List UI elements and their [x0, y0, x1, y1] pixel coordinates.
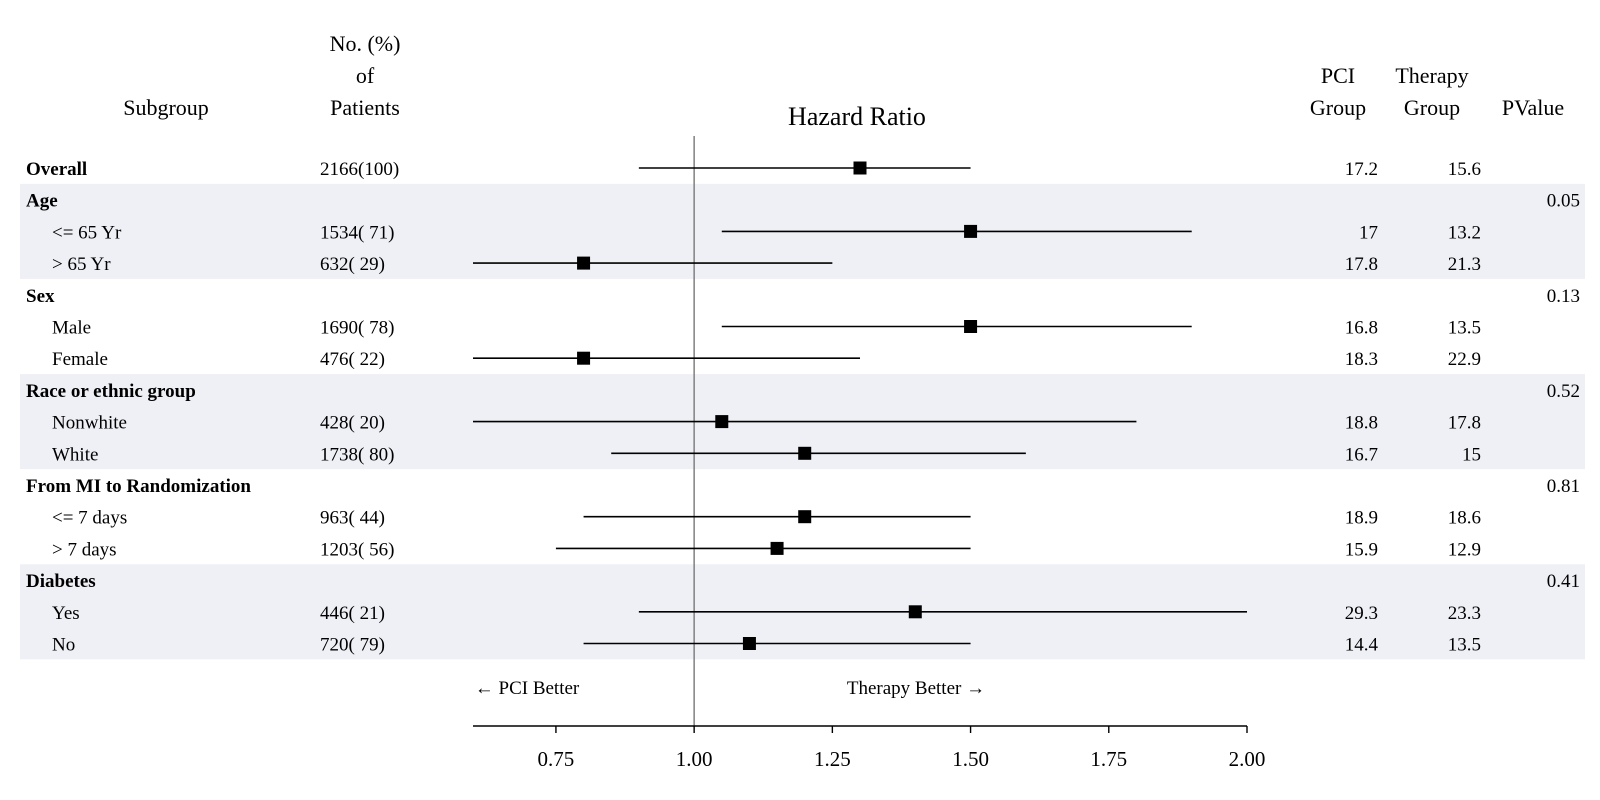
patients-value: 1534( 71) [320, 222, 394, 243]
hazard-ratio-marker [964, 320, 978, 333]
group-label: Age [26, 191, 58, 212]
pci-header-line2: Group [1310, 95, 1366, 120]
subgroup-label: Male [52, 318, 91, 339]
therapy-value: 18.6 [1448, 508, 1481, 529]
hazard-ratio-marker [798, 446, 812, 460]
hazard-ratio-marker [742, 637, 756, 650]
group-label: Diabetes [26, 571, 96, 592]
pvalue-header: PValue [1502, 95, 1564, 120]
therapy-value: 21.3 [1448, 254, 1481, 275]
subgroup-label: Nonwhite [52, 413, 127, 434]
chart-title: Hazard Ratio [788, 102, 926, 131]
patients-value: 963( 44) [320, 508, 385, 529]
pci-value: 16.7 [1345, 444, 1378, 465]
therapy-header-line2: Group [1404, 95, 1460, 120]
tick-label: 1.25 [814, 747, 851, 771]
patients-value: 446( 21) [320, 603, 385, 624]
tick-label: 1.50 [952, 747, 989, 771]
subgroup-label: <= 65 Yr [52, 222, 122, 243]
patients-header-line2: of [356, 63, 375, 88]
patients-header-line1: No. (%) [330, 31, 401, 56]
pvalue-value: 0.13 [1547, 286, 1580, 307]
pvalue-value: 0.81 [1547, 476, 1580, 497]
subgroup-label: No [52, 635, 75, 656]
therapy-value: 15 [1462, 444, 1481, 465]
hazard-ratio-marker [964, 224, 978, 238]
therapy-value: 23.3 [1448, 603, 1481, 624]
pci-value: 18.8 [1345, 413, 1378, 434]
therapy-value: 13.5 [1448, 635, 1481, 656]
patients-value: 1203( 56) [320, 539, 394, 560]
hazard-ratio-marker [577, 256, 591, 270]
pvalue-value: 0.41 [1547, 571, 1580, 592]
therapy-value: 13.2 [1448, 222, 1481, 243]
patients-value: 720( 79) [320, 635, 385, 656]
tick-label: 2.00 [1229, 747, 1266, 771]
x-axis: 0.75 1.00 1.25 1.50 1.75 2.00 [473, 725, 1266, 771]
patients-value: 632( 29) [320, 254, 385, 275]
therapy-value: 13.5 [1448, 318, 1481, 339]
tick-label: 1.75 [1090, 747, 1127, 771]
subgroup-label: Female [52, 349, 108, 370]
group-label: Sex [26, 286, 55, 307]
pci-value: 18.9 [1345, 508, 1378, 529]
table-rows: Overall 2166(100) 17.2 15.6 Age 0.05 <= 65 Yr 1… [26, 159, 1580, 656]
tick-label: 0.75 [538, 747, 575, 771]
group-label: Overall [26, 159, 87, 180]
pci-value: 29.3 [1345, 603, 1378, 624]
hazard-ratio-marker [770, 541, 784, 555]
pci-value: 17.8 [1345, 254, 1378, 275]
pci-value: 17 [1359, 222, 1378, 243]
hazard-ratio-marker [798, 510, 812, 524]
tick-label: 1.00 [676, 747, 713, 771]
subgroup-label: Yes [52, 603, 80, 624]
therapy-header-line1: Therapy [1395, 63, 1468, 88]
pci-value: 16.8 [1345, 318, 1378, 339]
therapy-value: 12.9 [1448, 539, 1481, 560]
pci-value: 14.4 [1345, 635, 1379, 656]
pci-value: 18.3 [1345, 349, 1378, 370]
patients-value: 2166(100) [320, 159, 399, 180]
plot-area [473, 136, 1247, 727]
therapy-value: 22.9 [1448, 349, 1481, 370]
group-label: Race or ethnic group [26, 381, 196, 402]
hazard-ratio-marker [908, 605, 922, 619]
pvalue-value: 0.52 [1547, 381, 1580, 402]
patients-value: 428( 20) [320, 413, 385, 434]
subgroup-label: White [52, 444, 98, 465]
pci-value: 17.2 [1345, 159, 1378, 180]
pci-value: 15.9 [1345, 539, 1378, 560]
patients-value: 1690( 78) [320, 318, 394, 339]
hazard-ratio-marker [853, 161, 867, 175]
group-label: From MI to Randomization [26, 476, 251, 497]
subgroup-header: Subgroup [123, 95, 209, 120]
pci-better-label: ← PCI Better [475, 678, 580, 699]
hazard-ratio-marker [715, 415, 729, 429]
therapy-value: 17.8 [1448, 413, 1481, 434]
therapy-value: 15.6 [1448, 159, 1481, 180]
pci-header-line1: PCI [1321, 63, 1355, 88]
therapy-better-label: Therapy Better → [847, 678, 985, 699]
patients-value: 476( 22) [320, 349, 385, 370]
column-headers: Subgroup No. (%) of Patients PCI Group T… [123, 31, 1564, 131]
pvalue-value: 0.05 [1547, 191, 1580, 212]
subgroup-label: > 7 days [52, 539, 117, 560]
subgroup-label: > 65 Yr [52, 254, 111, 275]
patients-header-line3: Patients [330, 95, 400, 120]
hazard-ratio-marker [577, 351, 591, 365]
patients-value: 1738( 80) [320, 444, 394, 465]
subgroup-label: <= 7 days [52, 508, 127, 529]
